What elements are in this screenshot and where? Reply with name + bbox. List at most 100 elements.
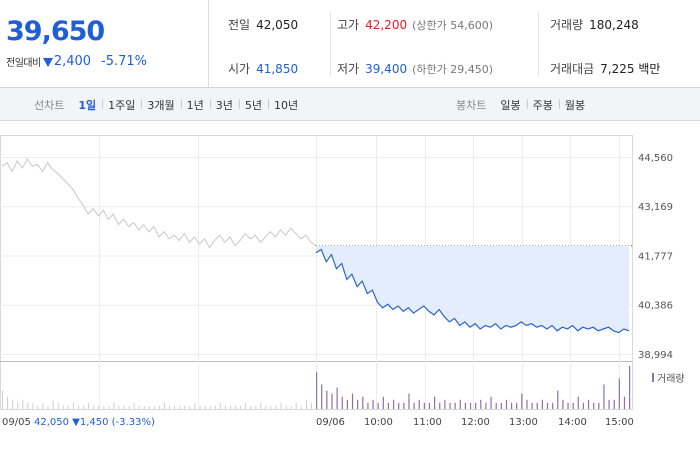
volume-bar-prev-day: [22, 399, 24, 409]
volume-bar-today: [557, 390, 559, 409]
volume-bar-today: [469, 402, 472, 409]
volume-bar-prev-day: [255, 405, 257, 409]
x-axis: 09/05 09/06 10:00 11:00 12:00 13:00 14:00 15:00…: [2, 417, 634, 428]
volume-bar-prev-day: [270, 405, 272, 409]
volume-bar-prev-day: [275, 405, 277, 409]
volume-bar-prev-day: [199, 405, 201, 409]
tab-1year[interactable]: 1년: [180, 97, 210, 113]
volume-bar-prev-day: [27, 402, 29, 409]
tab-5years[interactable]: 5년: [238, 97, 268, 113]
volume-bar-prev-day: [164, 402, 166, 409]
volume-bar-today: [367, 402, 369, 409]
change-row: 전일대비 2,400 -5.71%: [6, 54, 147, 69]
tab-monthly[interactable]: 월봉: [558, 97, 591, 113]
volume-bar-prev-day: [234, 405, 236, 409]
volume-bar-today: [321, 384, 323, 409]
tab-3years[interactable]: 3년: [209, 97, 239, 113]
volume-bar-today: [351, 393, 354, 409]
volume-bar-prev-day: [300, 405, 302, 409]
loss-area: [316, 245, 629, 333]
tab-daily[interactable]: 일봉: [500, 98, 521, 112]
y-tick-label: 38,994: [638, 350, 673, 361]
volume-bar-today: [587, 399, 590, 409]
volume-bar-prev-day: [224, 405, 226, 409]
volume-bar-today: [536, 402, 538, 409]
stat-prev-close: 전일 42,050: [228, 16, 298, 33]
volume-bar-today: [439, 402, 441, 409]
tab-3months[interactable]: 3개월: [141, 97, 180, 113]
volume-bar-prev-day: [37, 405, 39, 409]
volume-bar-today: [480, 399, 482, 409]
y-axis: 44,560 43,169 41,777 40,386 38,994: [638, 153, 673, 361]
volume-bar-prev-day: [47, 405, 49, 409]
volume-bar-today: [577, 396, 579, 409]
line-chart-tabs: 선차트 1일 1주일 3개월 1년 3년 5년 10년: [34, 88, 304, 121]
x-tick-label: 12:00: [461, 417, 490, 428]
y-tick-label: 44,560: [638, 153, 673, 164]
volume-bar-prev-day: [108, 405, 110, 409]
volume-bar-today: [398, 402, 400, 409]
volume-bar-prev-day: [83, 405, 85, 409]
candle-chart-tabs-title: 봉차트: [456, 98, 487, 112]
volume-bar-today: [418, 399, 420, 409]
volume-bar-prev-day: [113, 402, 115, 409]
tab-1week[interactable]: 1주일: [102, 97, 141, 113]
tab-10years[interactable]: 10년: [268, 97, 304, 113]
volume-bar-today: [316, 372, 318, 409]
tab-1day[interactable]: 1일: [78, 98, 97, 112]
volume-bar-today: [377, 402, 379, 409]
volume-bars: [2, 366, 631, 409]
volume-bar-prev-day: [77, 405, 79, 409]
volume-bar-today: [567, 402, 569, 409]
stat-value: 41,850: [256, 62, 299, 76]
volume-bar-prev-day: [143, 405, 145, 409]
volume-bar-today: [582, 402, 585, 409]
volume-bar-prev-day: [12, 399, 14, 409]
volume-bar-today: [526, 399, 528, 409]
volume-bar-today: [516, 402, 518, 409]
current-price: 39,650: [6, 16, 105, 47]
volume-bar-today: [531, 402, 533, 409]
volume-bar-prev-day: [169, 405, 171, 409]
stat-sub: (하한가 29,450): [412, 63, 494, 76]
volume-bar-prev-day: [295, 402, 297, 409]
volume-bar-today: [444, 399, 446, 409]
volume-bar-prev-day: [310, 402, 312, 409]
change-label: 전일대비: [6, 58, 41, 69]
stat-label: 거래량: [550, 18, 584, 32]
volume-bar-prev-day: [290, 405, 292, 409]
volume-bar-today: [598, 402, 600, 409]
volume-bar-today: [341, 396, 343, 409]
volume-bar-prev-day: [250, 405, 252, 409]
stats-divider: [538, 12, 539, 76]
tab-weekly[interactable]: 주봉: [526, 97, 559, 113]
line-chart-tabs-title: 선차트: [34, 98, 65, 112]
stock-summary-panel: 39,650 전일대비 2,400 -5.71% 전일 42,050 고가 42…: [0, 0, 700, 88]
volume-bar-prev-day: [103, 405, 105, 409]
volume-bar-prev-day: [285, 405, 287, 409]
volume-bar-today: [505, 399, 508, 409]
volume-bar-prev-day: [209, 405, 211, 409]
volume-bar-today: [454, 402, 456, 409]
volume-bar-today: [613, 399, 615, 409]
chart-tab-bar: 선차트 1일 1주일 3개월 1년 3년 5년 10년 봉차트 일봉 주봉 월봉: [0, 88, 700, 121]
volume-bar-today: [546, 402, 549, 409]
stat-value: 42,050: [256, 18, 299, 32]
stats-divider: [330, 12, 331, 76]
volume-bar-today: [500, 402, 502, 409]
volume-bar-today: [408, 393, 410, 409]
volume-bar-today: [346, 399, 348, 409]
x-tick-label: 10:00: [364, 417, 393, 428]
chart-frame: [0, 135, 633, 410]
stat-low: 저가 39,400 (하한가 29,450): [337, 60, 493, 77]
volume-bar-prev-day: [189, 405, 191, 409]
y-tick-label: 40,386: [638, 301, 673, 312]
stat-label: 저가: [337, 62, 360, 76]
volume-bar-today: [392, 399, 395, 409]
volume-bar-prev-day: [123, 405, 125, 409]
volume-bar-prev-day: [159, 405, 160, 409]
volume-bar-prev-day: [42, 402, 44, 409]
today-price-line: [315, 248, 630, 334]
stat-value: 7,225 백만: [600, 62, 661, 76]
